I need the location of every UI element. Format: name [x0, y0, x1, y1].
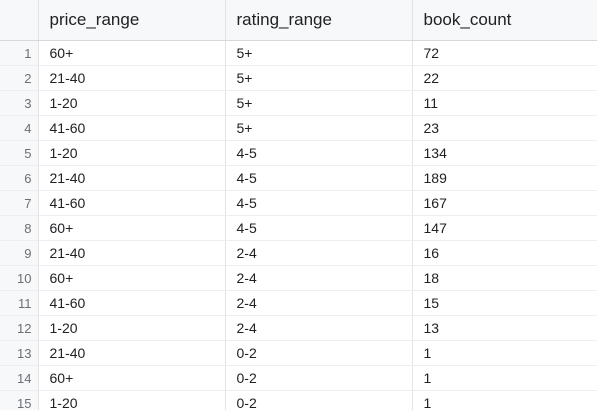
cell-rating-range[interactable]: 2-4 [225, 266, 412, 291]
row-number: 7 [0, 191, 38, 216]
cell-rating-range[interactable]: 5+ [225, 116, 412, 141]
row-number: 14 [0, 366, 38, 391]
table-row[interactable]: 11 41-60 2-4 15 [0, 291, 597, 316]
table-row[interactable]: 3 1-20 5+ 11 [0, 91, 597, 116]
cell-book-count[interactable]: 189 [412, 166, 597, 191]
cell-price-range[interactable]: 60+ [38, 41, 225, 66]
table-row[interactable]: 2 21-40 5+ 22 [0, 66, 597, 91]
cell-book-count[interactable]: 1 [412, 391, 597, 410]
table-row[interactable]: 12 1-20 2-4 13 [0, 316, 597, 341]
cell-rating-range[interactable]: 0-2 [225, 341, 412, 366]
cell-book-count[interactable]: 18 [412, 266, 597, 291]
cell-book-count[interactable]: 1 [412, 366, 597, 391]
cell-price-range[interactable]: 21-40 [38, 166, 225, 191]
cell-book-count[interactable]: 15 [412, 291, 597, 316]
row-number: 13 [0, 341, 38, 366]
cell-price-range[interactable]: 1-20 [38, 391, 225, 410]
column-header-book-count[interactable]: book_count [412, 0, 597, 41]
row-number: 4 [0, 116, 38, 141]
cell-rating-range[interactable]: 4-5 [225, 141, 412, 166]
cell-book-count[interactable]: 13 [412, 316, 597, 341]
row-number-header[interactable] [0, 0, 38, 41]
table-row[interactable]: 14 60+ 0-2 1 [0, 366, 597, 391]
cell-book-count[interactable]: 11 [412, 91, 597, 116]
cell-book-count[interactable]: 167 [412, 191, 597, 216]
cell-book-count[interactable]: 23 [412, 116, 597, 141]
table-body: 1 60+ 5+ 72 2 21-40 5+ 22 3 1-20 5+ 11 4… [0, 41, 597, 410]
cell-rating-range[interactable]: 0-2 [225, 391, 412, 410]
row-number: 8 [0, 216, 38, 241]
table-row[interactable]: 7 41-60 4-5 167 [0, 191, 597, 216]
cell-rating-range[interactable]: 5+ [225, 91, 412, 116]
cell-price-range[interactable]: 60+ [38, 366, 225, 391]
table-row[interactable]: 9 21-40 2-4 16 [0, 241, 597, 266]
cell-rating-range[interactable]: 4-5 [225, 166, 412, 191]
cell-price-range[interactable]: 41-60 [38, 191, 225, 216]
column-header-price-range[interactable]: price_range [38, 0, 225, 41]
cell-book-count[interactable]: 134 [412, 141, 597, 166]
table-row[interactable]: 15 1-20 0-2 1 [0, 391, 597, 410]
cell-rating-range[interactable]: 2-4 [225, 241, 412, 266]
row-number: 1 [0, 41, 38, 66]
cell-price-range[interactable]: 21-40 [38, 341, 225, 366]
cell-price-range[interactable]: 60+ [38, 216, 225, 241]
table-header: price_range rating_range book_count [0, 0, 597, 41]
cell-price-range[interactable]: 21-40 [38, 241, 225, 266]
row-number: 9 [0, 241, 38, 266]
cell-price-range[interactable]: 1-20 [38, 91, 225, 116]
row-number: 15 [0, 391, 38, 410]
table-row[interactable]: 4 41-60 5+ 23 [0, 116, 597, 141]
cell-book-count[interactable]: 1 [412, 341, 597, 366]
cell-book-count[interactable]: 22 [412, 66, 597, 91]
row-number: 2 [0, 66, 38, 91]
cell-price-range[interactable]: 41-60 [38, 291, 225, 316]
cell-price-range[interactable]: 1-20 [38, 141, 225, 166]
cell-price-range[interactable]: 41-60 [38, 116, 225, 141]
cell-rating-range[interactable]: 2-4 [225, 291, 412, 316]
row-number: 5 [0, 141, 38, 166]
cell-price-range[interactable]: 21-40 [38, 66, 225, 91]
row-number: 12 [0, 316, 38, 341]
table-row[interactable]: 6 21-40 4-5 189 [0, 166, 597, 191]
column-header-rating-range[interactable]: rating_range [225, 0, 412, 41]
table-row[interactable]: 5 1-20 4-5 134 [0, 141, 597, 166]
cell-rating-range[interactable]: 2-4 [225, 316, 412, 341]
row-number: 10 [0, 266, 38, 291]
table-row[interactable]: 1 60+ 5+ 72 [0, 41, 597, 66]
cell-book-count[interactable]: 147 [412, 216, 597, 241]
cell-rating-range[interactable]: 5+ [225, 41, 412, 66]
cell-book-count[interactable]: 16 [412, 241, 597, 266]
table-row[interactable]: 13 21-40 0-2 1 [0, 341, 597, 366]
row-number: 3 [0, 91, 38, 116]
cell-book-count[interactable]: 72 [412, 41, 597, 66]
cell-price-range[interactable]: 60+ [38, 266, 225, 291]
row-number: 6 [0, 166, 38, 191]
cell-price-range[interactable]: 1-20 [38, 316, 225, 341]
table-row[interactable]: 8 60+ 4-5 147 [0, 216, 597, 241]
cell-rating-range[interactable]: 0-2 [225, 366, 412, 391]
row-number: 11 [0, 291, 38, 316]
cell-rating-range[interactable]: 5+ [225, 66, 412, 91]
cell-rating-range[interactable]: 4-5 [225, 216, 412, 241]
table-row[interactable]: 10 60+ 2-4 18 [0, 266, 597, 291]
header-row: price_range rating_range book_count [0, 0, 597, 41]
cell-rating-range[interactable]: 4-5 [225, 191, 412, 216]
